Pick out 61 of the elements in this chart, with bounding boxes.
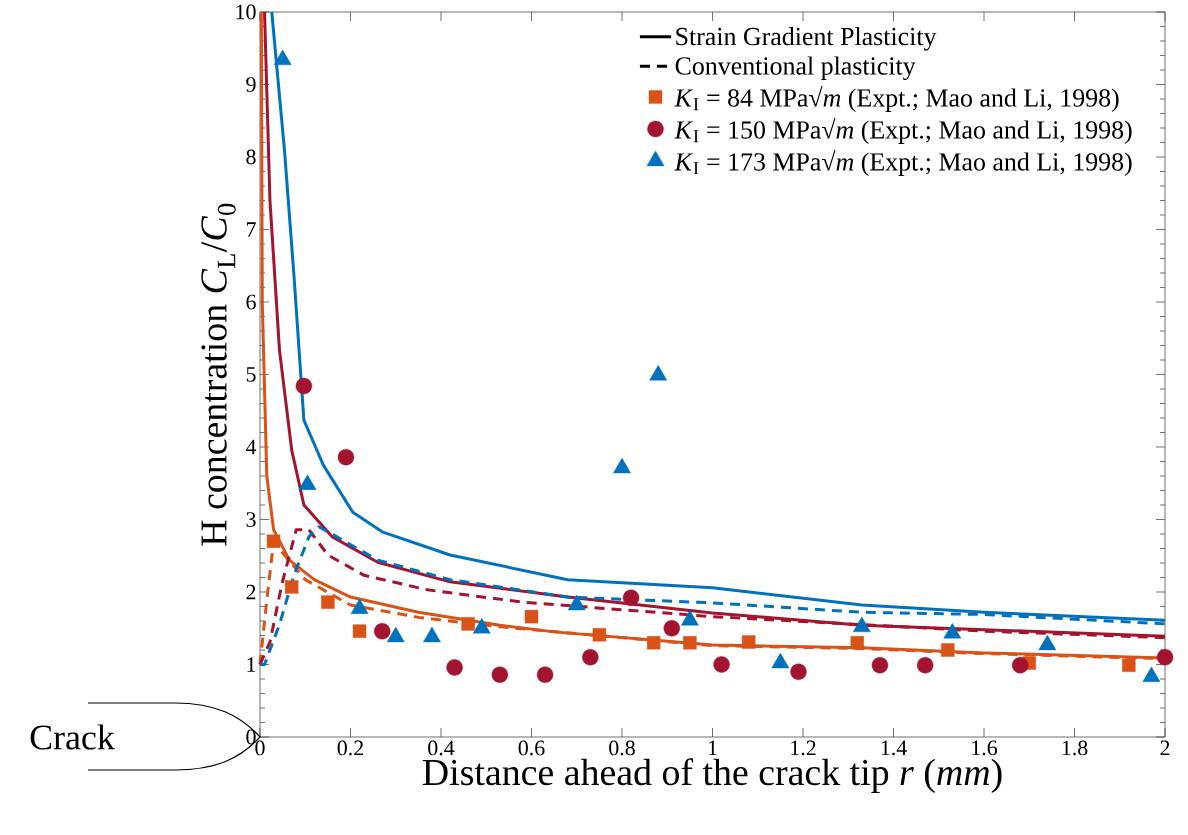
point [622, 589, 640, 606]
legend-label: Conventional plasticity [675, 56, 916, 81]
y-tick-label: 0 [246, 729, 256, 745]
x-tick-label: 2 [1160, 740, 1170, 756]
x-tick-label: 1 [708, 740, 717, 755]
point [446, 659, 463, 676]
point [790, 663, 807, 680]
y-tick-label: 1 [247, 657, 256, 672]
x-tick-label: 1.8 [1062, 740, 1088, 756]
point [266, 534, 281, 548]
y-tick-label: 9 [246, 77, 256, 92]
point [683, 636, 697, 650]
y-tick-label: 4 [245, 439, 257, 455]
point [536, 666, 554, 683]
point [613, 457, 631, 474]
x-tick-label: 0.8 [609, 740, 635, 756]
legend-label: K$_{I}$ = 150 MPa√m (Expt.; Mao and Li, 1998) [674, 117, 1132, 144]
point [295, 377, 313, 395]
legend-label: K$_{I}$ = 84 MPa√m (Expt.; Mao and Li, 1998) [674, 85, 1119, 112]
y-tick-label: 10 [236, 4, 256, 20]
point [742, 635, 756, 649]
point [321, 595, 335, 609]
text: Crack [30, 724, 115, 750]
point [491, 666, 509, 683]
x-tick-label: 1.6 [972, 740, 998, 756]
point [524, 609, 539, 624]
legend-label: K$_{I}$ = 173 MPa√m (Expt.; Mao and Li, 1998) [674, 149, 1132, 176]
point [1122, 658, 1136, 672]
point [941, 643, 955, 657]
point [1012, 657, 1029, 674]
x-tick-label: 1.4 [881, 740, 907, 756]
y-tick-label: 2 [246, 584, 256, 600]
y-tick-label: 3 [246, 512, 256, 527]
point [713, 656, 730, 673]
point [1156, 649, 1174, 666]
point [592, 628, 607, 642]
legend-label: Strain Gradient Plasticity [676, 27, 937, 51]
point [646, 636, 661, 650]
point [273, 49, 292, 66]
point [663, 620, 680, 637]
point [916, 657, 934, 674]
x-axis-title: Distance ahead of the crack tip r (mm) [422, 758, 1002, 793]
point [298, 474, 317, 490]
x-tick-label: 0.6 [518, 740, 545, 756]
point [850, 636, 865, 650]
y-tick-label: 6 [246, 294, 256, 310]
point [649, 365, 668, 381]
x-tick-label: 1.2 [791, 740, 816, 756]
point [352, 624, 367, 638]
x-tick-label: 0.4 [428, 740, 455, 756]
point [461, 617, 475, 631]
y-tick-label: 7 [246, 222, 256, 237]
y-tick-label: 8 [246, 149, 256, 165]
x-tick-label: 0.2 [337, 740, 363, 756]
point [337, 448, 355, 466]
y-axis-title: H concentration C$_{L}$/C$_{0}$ [201, 203, 236, 546]
point [871, 657, 889, 674]
y-tick-label: 5 [246, 367, 256, 382]
point [284, 580, 299, 594]
point [582, 649, 599, 666]
point [373, 622, 391, 640]
